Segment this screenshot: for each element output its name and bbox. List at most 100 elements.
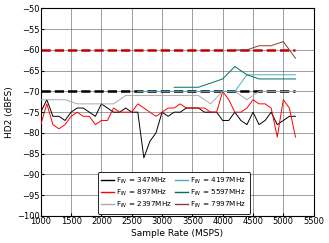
F$_{IN}$ = 5597MHz	[184, 86, 188, 89]
F$_{IN}$ = 347MHz	[160, 111, 164, 114]
F$_{IN}$ = 347MHz	[39, 111, 43, 114]
F$_{IN}$ = 347MHz	[251, 111, 255, 114]
F$_{IN}$ = 5597MHz	[281, 78, 285, 80]
F$_{IN}$ = 2397MHz	[184, 94, 188, 97]
F$_{IN}$ = 897MHz	[166, 107, 170, 110]
F$_{IN}$ = 347MHz	[215, 111, 218, 114]
Line: F$_{IN}$ = 7997MHz: F$_{IN}$ = 7997MHz	[235, 42, 295, 58]
F$_{IN}$ = 347MHz	[239, 119, 243, 122]
F$_{IN}$ = 4197MHz	[245, 73, 249, 76]
Legend: F$_{IN}$ = 347MHz, F$_{IN}$ = 897MHz, F$_{IN}$ = 2397MHz, F$_{IN}$ = 4197MHz, F$: F$_{IN}$ = 347MHz, F$_{IN}$ = 897MHz, F$…	[97, 172, 250, 214]
F$_{IN}$ = 897MHz	[196, 107, 200, 110]
Line: F$_{IN}$ = 5597MHz: F$_{IN}$ = 5597MHz	[174, 67, 295, 87]
F$_{IN}$ = 897MHz	[245, 107, 249, 110]
F$_{IN}$ = 897MHz	[87, 115, 91, 118]
F$_{IN}$ = 347MHz	[227, 119, 231, 122]
F$_{IN}$ = 4197MHz	[148, 90, 152, 93]
F$_{IN}$ = 897MHz	[106, 119, 110, 122]
F$_{IN}$ = 347MHz	[263, 119, 267, 122]
F$_{IN}$ = 897MHz	[257, 102, 261, 105]
F$_{IN}$ = 347MHz	[288, 115, 291, 118]
F$_{IN}$ = 897MHz	[112, 107, 115, 110]
F$_{IN}$ = 4197MHz	[293, 73, 297, 76]
F$_{IN}$ = 897MHz	[263, 102, 267, 105]
F$_{IN}$ = 4197MHz	[196, 90, 200, 93]
F$_{IN}$ = 4197MHz	[172, 90, 176, 93]
F$_{IN}$ = 2397MHz	[281, 90, 285, 93]
F$_{IN}$ = 897MHz	[75, 111, 79, 114]
F$_{IN}$ = 897MHz	[233, 111, 237, 114]
F$_{IN}$ = 7997MHz	[269, 44, 273, 47]
F$_{IN}$ = 2397MHz	[233, 90, 237, 93]
F$_{IN}$ = 897MHz	[288, 107, 291, 110]
F$_{IN}$ = 347MHz	[130, 111, 134, 114]
F$_{IN}$ = 897MHz	[69, 115, 73, 118]
F$_{IN}$ = 347MHz	[281, 119, 285, 122]
F$_{IN}$ = 4197MHz	[160, 90, 164, 93]
F$_{IN}$ = 2397MHz	[51, 98, 55, 101]
F$_{IN}$ = 347MHz	[148, 140, 152, 143]
F$_{IN}$ = 5597MHz	[245, 73, 249, 76]
F$_{IN}$ = 897MHz	[293, 136, 297, 139]
F$_{IN}$ = 2397MHz	[269, 90, 273, 93]
F$_{IN}$ = 897MHz	[154, 115, 158, 118]
F$_{IN}$ = 897MHz	[209, 111, 213, 114]
F$_{IN}$ = 2397MHz	[124, 94, 128, 97]
F$_{IN}$ = 5597MHz	[209, 82, 213, 85]
F$_{IN}$ = 7997MHz	[293, 57, 297, 60]
Line: F$_{IN}$ = 347MHz: F$_{IN}$ = 347MHz	[41, 100, 295, 158]
F$_{IN}$ = 897MHz	[142, 107, 146, 110]
F$_{IN}$ = 347MHz	[63, 119, 67, 122]
F$_{IN}$ = 4197MHz	[281, 73, 285, 76]
F$_{IN}$ = 347MHz	[57, 115, 61, 118]
F$_{IN}$ = 347MHz	[293, 115, 297, 118]
F$_{IN}$ = 4197MHz	[221, 90, 225, 93]
F$_{IN}$ = 347MHz	[184, 107, 188, 110]
F$_{IN}$ = 347MHz	[190, 107, 194, 110]
F$_{IN}$ = 2397MHz	[75, 102, 79, 105]
F$_{IN}$ = 897MHz	[93, 123, 97, 126]
F$_{IN}$ = 7997MHz	[245, 48, 249, 51]
F$_{IN}$ = 2397MHz	[293, 90, 297, 93]
Line: F$_{IN}$ = 897MHz: F$_{IN}$ = 897MHz	[41, 91, 295, 137]
F$_{IN}$ = 2397MHz	[160, 94, 164, 97]
F$_{IN}$ = 897MHz	[136, 102, 140, 105]
F$_{IN}$ = 347MHz	[81, 107, 85, 110]
X-axis label: Sample Rate (MSPS): Sample Rate (MSPS)	[131, 229, 223, 238]
F$_{IN}$ = 347MHz	[69, 111, 73, 114]
Y-axis label: HD2 (dBFS): HD2 (dBFS)	[5, 86, 14, 138]
F$_{IN}$ = 4197MHz	[209, 90, 213, 93]
F$_{IN}$ = 347MHz	[221, 119, 225, 122]
F$_{IN}$ = 897MHz	[124, 111, 128, 114]
F$_{IN}$ = 4197MHz	[184, 90, 188, 93]
F$_{IN}$ = 897MHz	[227, 98, 231, 101]
F$_{IN}$ = 347MHz	[178, 111, 182, 114]
F$_{IN}$ = 5597MHz	[233, 65, 237, 68]
F$_{IN}$ = 4197MHz	[233, 90, 237, 93]
F$_{IN}$ = 347MHz	[245, 123, 249, 126]
F$_{IN}$ = 347MHz	[51, 115, 55, 118]
F$_{IN}$ = 5597MHz	[172, 86, 176, 89]
F$_{IN}$ = 897MHz	[63, 123, 67, 126]
Line: F$_{IN}$ = 2397MHz: F$_{IN}$ = 2397MHz	[41, 91, 295, 104]
F$_{IN}$ = 897MHz	[221, 90, 225, 93]
F$_{IN}$ = 347MHz	[93, 115, 97, 118]
F$_{IN}$ = 897MHz	[184, 107, 188, 110]
F$_{IN}$ = 5597MHz	[221, 78, 225, 80]
F$_{IN}$ = 347MHz	[45, 98, 49, 101]
F$_{IN}$ = 897MHz	[215, 111, 218, 114]
F$_{IN}$ = 7997MHz	[257, 44, 261, 47]
F$_{IN}$ = 347MHz	[75, 107, 79, 110]
F$_{IN}$ = 347MHz	[166, 115, 170, 118]
F$_{IN}$ = 2397MHz	[99, 102, 103, 105]
F$_{IN}$ = 897MHz	[39, 123, 43, 126]
F$_{IN}$ = 347MHz	[196, 107, 200, 110]
F$_{IN}$ = 2397MHz	[39, 98, 43, 101]
F$_{IN}$ = 2397MHz	[196, 94, 200, 97]
F$_{IN}$ = 4197MHz	[136, 90, 140, 93]
F$_{IN}$ = 897MHz	[160, 111, 164, 114]
F$_{IN}$ = 2397MHz	[209, 102, 213, 105]
F$_{IN}$ = 347MHz	[209, 111, 213, 114]
F$_{IN}$ = 4197MHz	[269, 73, 273, 76]
F$_{IN}$ = 2397MHz	[172, 94, 176, 97]
